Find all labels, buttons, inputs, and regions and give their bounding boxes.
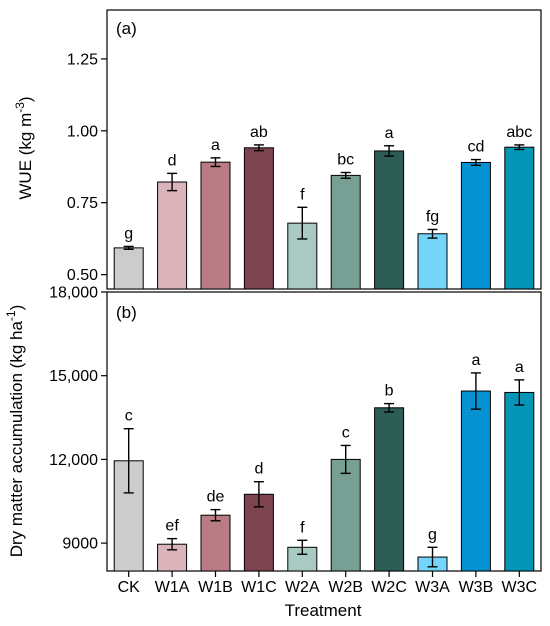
panel-b-significance-letter-w3a: g bbox=[428, 526, 437, 543]
panel-b-significance-letter-w1c: d bbox=[254, 461, 263, 478]
panel-a-significance-letter-w1a: d bbox=[168, 152, 177, 169]
panel-a-y-axis-title: WUE (kg m-3) bbox=[13, 96, 35, 199]
panel-a-label: (a) bbox=[116, 19, 137, 38]
x-tick-label-w3b: W3B bbox=[459, 579, 494, 596]
panel-b-significance-letter-w2c: b bbox=[385, 383, 394, 400]
panel-b-y-axis-title: Dry matter accumulation (kg ha-1) bbox=[4, 305, 26, 558]
panel-b-y-tick-label: 9000 bbox=[62, 536, 98, 553]
panel-b-label: (b) bbox=[116, 303, 137, 322]
panel-a-significance-letter-w3c: abc bbox=[506, 124, 532, 141]
panel-b-y-tick-label: 15,000 bbox=[49, 368, 98, 385]
panel-b-significance-letter-w1b: de bbox=[207, 489, 225, 506]
panel-a-y-title-tail: ) bbox=[16, 96, 35, 102]
panel-b-significance-letter-w2a: f bbox=[300, 519, 305, 536]
panel-a-bars: g d a ab f bc a fg cd abc bbox=[113, 124, 535, 290]
panel-b-significance-letter-w3b: a bbox=[471, 352, 480, 369]
panel-a-significance-letter-w2a: f bbox=[300, 186, 305, 203]
panel-a-y-tick-label: 0.75 bbox=[67, 195, 98, 212]
x-tick-label-ck: CK bbox=[118, 579, 141, 596]
panel-a-bar-w2a bbox=[287, 222, 318, 290]
panel-a-significance-letter-w1b: a bbox=[211, 137, 220, 154]
panel-b-bar-w2c bbox=[374, 407, 405, 572]
x-axis-tick-labels: CK W1A W1B W1C W2A W2B W2C W3A W3B W3C bbox=[118, 571, 537, 596]
panel-a-significance-letter-w3b: cd bbox=[467, 139, 484, 156]
panel-a-significance-letter-w2c: a bbox=[385, 125, 394, 142]
panel-b-significance-letter-w3c: a bbox=[515, 359, 524, 376]
panel-b-y-title-tail: ) bbox=[7, 305, 26, 311]
panel-b-bar-w2b bbox=[330, 458, 361, 572]
panel-b-y-title-base: Dry matter accumulation (kg ha bbox=[7, 321, 26, 558]
panel-a-significance-letter-w2b: bc bbox=[337, 152, 354, 169]
panel-b-bars: c ef de d f c b g a a bbox=[113, 352, 535, 572]
panel-a-y-title-sup: -3 bbox=[13, 102, 27, 113]
panel-b-significance-letter-w2b: c bbox=[342, 424, 350, 441]
panel-b-y-title-sup: -1 bbox=[4, 310, 18, 321]
panel-a-bar-w3a bbox=[417, 233, 448, 290]
panel-b-y-tick-label: 18,000 bbox=[49, 285, 98, 302]
panel-b-chart: (b) Dry matter accumulation (kg ha-1) 90… bbox=[4, 285, 542, 620]
x-tick-label-w2a: W2A bbox=[285, 579, 320, 596]
panel-a-y-tick-label: 1.25 bbox=[67, 51, 98, 68]
panel-a-frame bbox=[106, 9, 542, 290]
x-tick-label-w3a: W3A bbox=[415, 579, 450, 596]
panel-b-significance-letter-w1a: ef bbox=[165, 518, 179, 535]
x-tick-label-w1c: W1C bbox=[241, 579, 277, 596]
panel-a-bar-w1a bbox=[157, 181, 188, 290]
panel-b-bar-w1b bbox=[200, 514, 231, 572]
panel-b-significance-letter-ck: c bbox=[125, 408, 133, 425]
panel-b-bar-w3c bbox=[504, 391, 535, 572]
x-tick-label-w2c: W2C bbox=[371, 579, 407, 596]
panel-a-bar-w2b bbox=[330, 174, 361, 290]
panel-a-y-title-base: WUE (kg m bbox=[16, 113, 35, 200]
panel-a-bar-w2c bbox=[374, 150, 405, 290]
x-tick-label-w1b: W1B bbox=[198, 579, 233, 596]
panel-a-significance-letter-w1c: ab bbox=[250, 124, 268, 141]
panel-b-y-tick-label: 12,000 bbox=[49, 452, 98, 469]
panel-a-bar-w1b bbox=[200, 161, 231, 290]
panel-b-frame bbox=[106, 291, 542, 572]
x-axis-title: Treatment bbox=[285, 601, 362, 620]
panel-b-y-axis: 9000 12,000 15,000 18,000 bbox=[49, 285, 107, 553]
x-tick-label-w2b: W2B bbox=[328, 579, 363, 596]
panel-a-y-tick-label: 0.50 bbox=[67, 267, 98, 284]
panel-a-y-tick-label: 1.00 bbox=[67, 123, 98, 140]
panel-a-bar-w1c bbox=[243, 147, 274, 290]
x-tick-label-w1a: W1A bbox=[155, 579, 190, 596]
panel-a-bar-w3c bbox=[504, 146, 535, 290]
panel-a-significance-letter-w3a: fg bbox=[426, 208, 439, 225]
panel-a-significance-letter-ck: g bbox=[124, 225, 133, 242]
panel-a-bar-ck bbox=[113, 247, 144, 290]
panel-a-y-axis: 0.50 0.75 1.00 1.25 bbox=[67, 51, 107, 284]
panel-a-bar-w3b bbox=[460, 161, 491, 290]
panel-b-bar-w3b bbox=[460, 390, 491, 572]
x-tick-label-w3c: W3C bbox=[502, 579, 538, 596]
panel-a-chart: (a) WUE (kg m-3) 0.50 0.75 1.00 1.25 g d a ab f… bbox=[13, 9, 542, 290]
